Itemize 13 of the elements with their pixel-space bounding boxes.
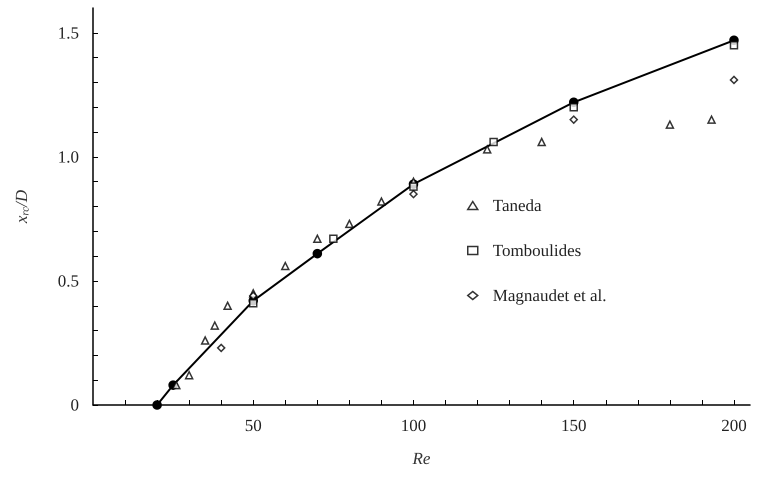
x-tick-label: 50 [244,416,262,435]
y-tick-label: 0.5 [58,271,79,290]
x-tick-label: 200 [721,416,747,435]
y-tick-label: 0 [70,396,79,414]
y-axis-title: xrc/D [12,189,32,224]
y-tick-label: 1.5 [58,23,79,42]
x-tick-label: 150 [560,416,586,435]
y-tick-label: 1.0 [58,147,79,166]
legend-label: Magnaudet et al. [492,286,607,305]
legend-label: Taneda [492,196,542,215]
x-axis-title: Re [412,449,431,468]
legend-label: Tomboulides [492,241,582,260]
x-tick-label: 100 [400,416,426,435]
